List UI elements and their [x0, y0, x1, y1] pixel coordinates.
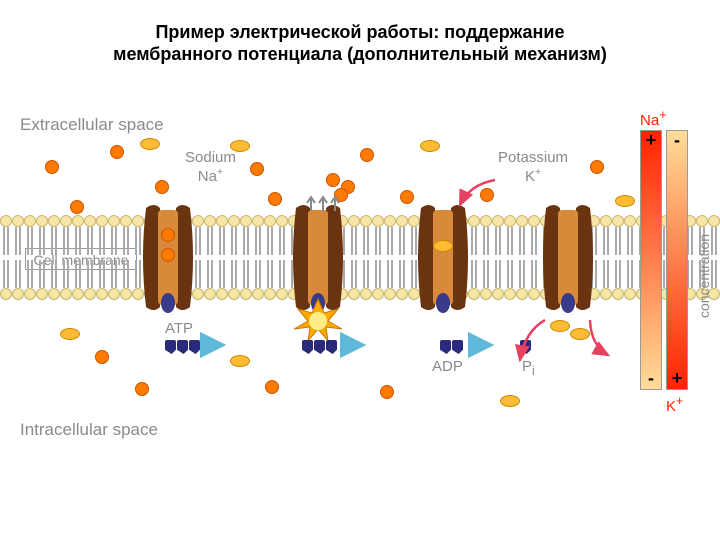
atp-triangle-icon [468, 332, 494, 358]
sodium-ion [95, 350, 109, 364]
atp-triangle-icon [200, 332, 226, 358]
sodium-ion [70, 200, 84, 214]
title-line2: мембранного потенциала (дополнительный м… [0, 44, 720, 65]
sodium-ion [135, 382, 149, 396]
atp-triangle-icon [340, 332, 366, 358]
sodium-ion [45, 160, 59, 174]
sodium-ion [590, 160, 604, 174]
gradient-bar [666, 130, 688, 390]
potassium-ion [615, 195, 635, 207]
pump-3 [540, 200, 596, 315]
k-gradient-label: K+ [666, 394, 683, 415]
extracellular-label: Extracellular space [20, 115, 164, 135]
arrow-icon [452, 172, 503, 218]
phosphate-icon [440, 340, 463, 354]
intracellular-label: Intracellular space [20, 420, 158, 440]
gradient-bar [640, 130, 662, 390]
arrow-icon [582, 312, 616, 368]
atp-label: ATP [165, 320, 193, 337]
sodium-ion [265, 380, 279, 394]
potassium-ion [140, 138, 160, 150]
sodium-ion [400, 190, 414, 204]
na-gradient-label: Na+ [640, 108, 667, 129]
phosphate-icon [302, 340, 337, 354]
sodium-ion [110, 145, 124, 159]
potassium-ion [60, 328, 80, 340]
sodium-ion [268, 192, 282, 206]
concentration-label: concentration [696, 198, 712, 318]
phosphate-icon [165, 340, 200, 354]
arrow-icon [512, 312, 553, 373]
adp-label: ADP [432, 358, 463, 375]
sodium-ion [155, 180, 169, 194]
title-line1: Пример электрической работы: поддержание [0, 22, 720, 43]
potassium-ion [500, 395, 520, 407]
sodium-ion [360, 148, 374, 162]
potassium-ion [230, 355, 250, 367]
sodium-ion [250, 162, 264, 176]
potassium-ion [230, 140, 250, 152]
sodium-ion [380, 385, 394, 399]
sodium-label: Sodium Na+ [185, 150, 236, 185]
potassium-ion [420, 140, 440, 152]
potassium-label: Potassium K+ [498, 150, 568, 185]
